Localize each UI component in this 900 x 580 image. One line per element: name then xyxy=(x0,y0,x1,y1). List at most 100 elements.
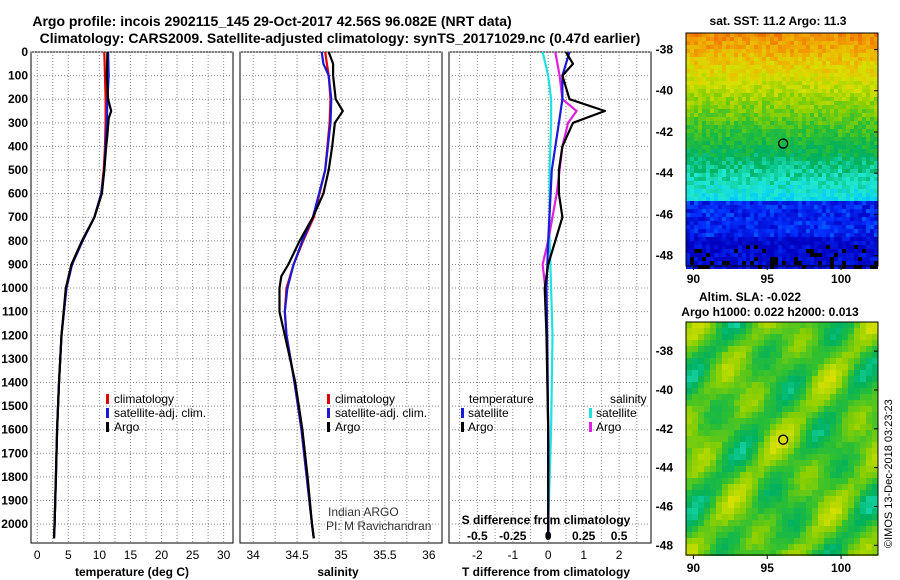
sst-cell xyxy=(702,33,706,37)
sst-cell xyxy=(710,105,714,109)
sla-cell xyxy=(830,472,836,478)
sst-cell xyxy=(754,85,758,89)
sst-cell xyxy=(722,53,726,57)
sst-cell xyxy=(794,57,798,61)
sla-cell xyxy=(830,424,836,430)
sst-cell xyxy=(726,185,730,189)
legend-label-climatology: climatology xyxy=(335,392,395,406)
sst-cell xyxy=(710,121,714,125)
sst-cell xyxy=(802,49,806,53)
sst-cell xyxy=(714,57,718,61)
sla-cell xyxy=(776,364,782,370)
sst-cell xyxy=(706,97,710,101)
sla-cell xyxy=(872,472,878,478)
sst-cell xyxy=(802,109,806,113)
sst-cell xyxy=(790,73,794,77)
sst-cell xyxy=(746,201,750,205)
sst-cell xyxy=(850,197,854,201)
sla-cell xyxy=(806,376,812,382)
sst-cell xyxy=(746,181,750,185)
sla-cell xyxy=(776,520,782,526)
depth-tick-label: 900 xyxy=(8,257,28,271)
sst-cell xyxy=(826,93,830,97)
sst-cell xyxy=(870,189,874,193)
sla-cell xyxy=(872,490,878,496)
sst-cell xyxy=(786,201,790,205)
legend-swatch-climatology xyxy=(327,394,330,404)
sla-cell xyxy=(860,424,866,430)
sst-cell xyxy=(786,93,790,97)
sst-cell xyxy=(866,161,870,165)
sst-cell xyxy=(714,181,718,185)
sst-cell xyxy=(758,193,762,197)
sst-cell xyxy=(862,105,866,109)
sla-cell xyxy=(752,358,758,364)
sst-cell xyxy=(734,193,738,197)
sla-cell xyxy=(686,430,692,436)
sst-cell xyxy=(858,125,862,129)
sst-cell xyxy=(702,265,706,269)
sst-cell xyxy=(786,157,790,161)
sla-cell xyxy=(866,400,872,406)
sst-cell xyxy=(874,181,878,185)
sst-cell xyxy=(850,157,854,161)
sst-cell xyxy=(822,257,826,261)
sst-cell xyxy=(746,209,750,213)
sla-cell xyxy=(800,328,806,334)
sst-cell xyxy=(822,261,826,265)
map-ytick-label: -44 xyxy=(656,461,674,475)
sla-cell xyxy=(698,358,704,364)
sla-cell xyxy=(716,442,722,448)
sla-cell xyxy=(842,496,848,502)
sla-cell xyxy=(872,538,878,544)
sst-cell xyxy=(786,237,790,241)
sst-cell xyxy=(814,149,818,153)
sst-cell xyxy=(842,153,846,157)
sst-cell xyxy=(766,117,770,121)
sst-cell xyxy=(794,237,798,241)
sla-cell xyxy=(860,508,866,514)
sst-cell xyxy=(738,209,742,213)
sst-cell xyxy=(874,57,878,61)
sst-cell xyxy=(726,133,730,137)
sst-cell xyxy=(742,137,746,141)
sla-cell xyxy=(740,496,746,502)
sla-cell xyxy=(734,424,740,430)
sst-cell xyxy=(722,193,726,197)
sst-cell xyxy=(734,249,738,253)
sst-cell xyxy=(826,117,830,121)
sst-cell xyxy=(862,129,866,133)
sst-cell xyxy=(746,73,750,77)
sst-cell xyxy=(834,205,838,209)
sst-cell xyxy=(782,109,786,113)
sst-cell xyxy=(746,193,750,197)
sla-cell xyxy=(764,466,770,472)
sst-cell xyxy=(694,197,698,201)
sst-cell xyxy=(738,205,742,209)
sst-cell xyxy=(734,113,738,117)
sla-cell xyxy=(788,364,794,370)
sst-cell xyxy=(686,249,690,253)
sst-cell xyxy=(698,113,702,117)
sla-cell xyxy=(692,382,698,388)
sst-cell xyxy=(834,69,838,73)
sst-cell xyxy=(750,185,754,189)
sla-cell xyxy=(812,478,818,484)
sla-cell xyxy=(686,424,692,430)
sst-cell xyxy=(742,237,746,241)
sst-cell xyxy=(730,161,734,165)
sst-cell xyxy=(830,161,834,165)
sst-cell xyxy=(726,261,730,265)
sla-cell xyxy=(788,376,794,382)
sst-cell xyxy=(762,49,766,53)
sst-cell xyxy=(762,105,766,109)
sst-cell xyxy=(694,245,698,249)
sst-cell xyxy=(774,249,778,253)
sla-cell xyxy=(818,436,824,442)
sst-cell xyxy=(842,225,846,229)
sst-cell xyxy=(706,113,710,117)
sst-cell xyxy=(862,53,866,57)
sst-cell xyxy=(794,85,798,89)
sst-cell xyxy=(786,45,790,49)
sst-cell xyxy=(766,65,770,69)
